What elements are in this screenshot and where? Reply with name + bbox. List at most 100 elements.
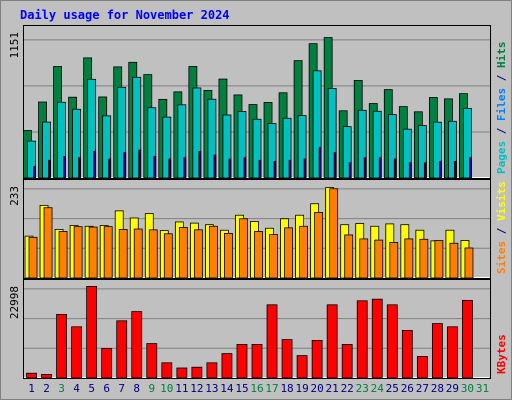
bar-sites-day-28 xyxy=(434,240,444,279)
bar-files-day-27 xyxy=(417,125,427,179)
x-tick-label-day-24: 24 xyxy=(371,382,385,395)
legend-label-hits: Hits xyxy=(495,42,508,69)
bar-files-day-19 xyxy=(297,115,307,179)
x-tick-label-day-20: 20 xyxy=(311,382,324,395)
legend-label-pages: Pages xyxy=(495,141,508,174)
bar-pages-day-21 xyxy=(333,152,337,179)
legend-hits-files-pages: Pages / Files / Hits xyxy=(495,42,508,175)
bar-sites-day-15 xyxy=(239,218,248,279)
bar-kbytes-day-19 xyxy=(296,355,308,379)
legend-label-visits: Visits xyxy=(495,181,508,221)
bar-pages-day-14 xyxy=(228,158,232,179)
bar-sites-day-10 xyxy=(163,233,173,279)
x-tick-label-day-4: 4 xyxy=(73,382,80,395)
bar-kbytes-day-26 xyxy=(401,329,413,379)
x-tick-label-day-2: 2 xyxy=(43,382,50,395)
legend-label-: / xyxy=(495,221,508,241)
bar-pages-day-11 xyxy=(183,157,187,179)
bar-kbytes-day-14 xyxy=(221,353,233,379)
legend-kbytes: KBytes xyxy=(495,334,508,374)
x-tick-label-day-12: 12 xyxy=(190,382,203,395)
bar-pages-day-22 xyxy=(348,162,352,179)
bar-sites-day-11 xyxy=(178,227,188,279)
bar-files-day-22 xyxy=(342,126,352,179)
bar-pages-day-19 xyxy=(303,158,307,179)
bar-files-day-12 xyxy=(192,87,202,179)
bar-kbytes-day-27 xyxy=(416,355,428,379)
bar-kbytes-day-7 xyxy=(116,320,128,379)
bar-sites-day-20 xyxy=(314,212,324,279)
bar-sites-day-3 xyxy=(58,231,68,279)
bar-kbytes-day-21 xyxy=(326,304,338,379)
y-max-label-kbytes: 22998 xyxy=(8,286,21,319)
legend-label-sites: Sites xyxy=(495,241,508,274)
bar-sites-day-5 xyxy=(88,226,98,279)
bar-pages-day-7 xyxy=(123,152,127,179)
bar-sites-day-8 xyxy=(133,228,143,279)
chart-title: Daily usage for November 2024 xyxy=(20,8,230,22)
bar-kbytes-day-11 xyxy=(176,367,188,379)
bar-sites-day-7 xyxy=(118,229,128,279)
bar-sites-day-4 xyxy=(73,226,83,279)
bar-files-day-1 xyxy=(27,140,36,179)
bar-sites-day-18 xyxy=(284,227,293,279)
bar-pages-day-5 xyxy=(93,150,97,179)
bar-pages-day-6 xyxy=(108,158,112,179)
bar-pages-day-16 xyxy=(258,159,262,179)
bar-files-day-23 xyxy=(357,109,367,179)
bar-kbytes-day-12 xyxy=(191,366,203,379)
bar-pages-day-23 xyxy=(363,157,367,179)
bar-files-day-14 xyxy=(222,114,232,179)
bar-files-day-25 xyxy=(387,114,397,179)
x-tick-label-day-27: 27 xyxy=(416,382,429,395)
bar-sites-day-30 xyxy=(464,247,474,279)
bar-sites-day-24 xyxy=(374,239,384,279)
bar-sites-day-29 xyxy=(449,242,459,279)
bar-kbytes-day-29 xyxy=(447,326,458,379)
x-tick-label-day-16: 16 xyxy=(250,382,263,395)
bar-pages-day-9 xyxy=(153,156,157,179)
bar-files-day-2 xyxy=(42,121,51,179)
bar-kbytes-day-18 xyxy=(281,339,293,379)
bar-kbytes-day-25 xyxy=(386,304,398,379)
x-tick-label-day-8: 8 xyxy=(133,382,140,395)
bar-sites-day-2 xyxy=(43,207,53,279)
bar-sites-day-27 xyxy=(419,238,429,279)
bar-pages-day-28 xyxy=(438,161,442,179)
bar-files-day-6 xyxy=(102,115,112,179)
bar-sites-day-14 xyxy=(224,232,233,279)
bar-sites-day-22 xyxy=(344,234,354,279)
bar-kbytes-day-20 xyxy=(311,339,323,379)
bar-kbytes-day-6 xyxy=(101,347,113,379)
bar-pages-day-10 xyxy=(168,158,172,179)
bar-sites-day-13 xyxy=(209,225,218,279)
legend-label-kbytes: KBytes xyxy=(495,334,508,374)
bar-pages-day-24 xyxy=(378,157,382,179)
bar-files-day-13 xyxy=(207,98,217,179)
bar-kbytes-day-9 xyxy=(146,343,158,379)
bar-sites-day-12 xyxy=(193,229,203,279)
x-tick-label-day-21: 21 xyxy=(326,382,339,395)
bar-pages-day-26 xyxy=(408,162,412,179)
bar-pages-day-20 xyxy=(318,147,322,179)
bar-kbytes-day-13 xyxy=(206,362,218,379)
x-tick-label-day-29: 29 xyxy=(446,382,459,395)
bar-files-day-30 xyxy=(463,107,472,179)
x-tick-label-day-13: 13 xyxy=(205,382,218,395)
bar-pages-day-29 xyxy=(454,161,457,179)
bar-sites-day-25 xyxy=(389,242,399,279)
x-tick-label-day-26: 26 xyxy=(401,382,414,395)
bar-files-day-3 xyxy=(57,101,66,179)
bar-sites-day-6 xyxy=(103,226,113,279)
bar-files-day-7 xyxy=(117,86,127,179)
bar-kbytes-day-2 xyxy=(41,373,52,379)
bar-sites-day-9 xyxy=(148,229,158,279)
bar-pages-day-25 xyxy=(393,158,397,179)
bar-kbytes-day-10 xyxy=(161,362,173,379)
bar-pages-day-3 xyxy=(63,156,66,179)
x-tick-label-day-15: 15 xyxy=(235,382,248,395)
bar-sites-day-16 xyxy=(254,231,263,279)
bar-files-day-5 xyxy=(87,78,97,179)
x-tick-label-day-17: 17 xyxy=(265,382,278,395)
bar-pages-day-4 xyxy=(78,157,82,179)
